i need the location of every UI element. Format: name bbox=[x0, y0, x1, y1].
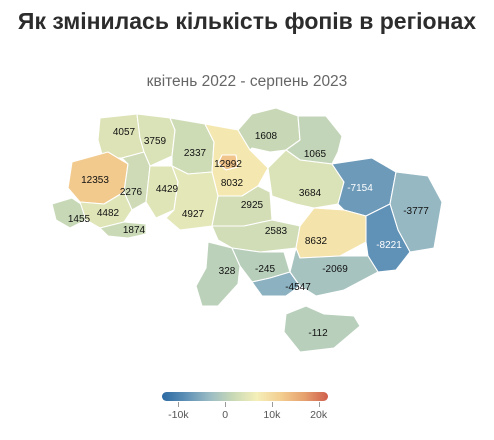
map-title: Як змінилась кількість фопів в регіонах bbox=[17, 8, 477, 34]
legend-tick-label: 10k bbox=[263, 409, 281, 421]
region-18-value-label: 1874 bbox=[123, 225, 146, 236]
region-22-value-label: 328 bbox=[219, 266, 236, 277]
region-14-value-label: -7154 bbox=[347, 183, 373, 194]
region-20[interactable] bbox=[295, 207, 367, 259]
region-21[interactable] bbox=[365, 203, 411, 273]
region-16-value-label: 1455 bbox=[68, 214, 91, 225]
region-11-value-label: 4927 bbox=[182, 209, 205, 220]
legend-tick bbox=[225, 402, 227, 407]
region-11[interactable] bbox=[165, 165, 219, 231]
legend-color-scale bbox=[162, 392, 328, 401]
region-1-value-label: 4057 bbox=[113, 127, 136, 138]
region-10-value-label: 4429 bbox=[156, 184, 179, 195]
region-21-value-label: -8221 bbox=[376, 240, 402, 251]
region-4-value-label: 12992 bbox=[214, 159, 242, 170]
region-8-value-label: 12353 bbox=[81, 175, 109, 186]
region-20-value-label: 8632 bbox=[305, 236, 328, 247]
region-6[interactable] bbox=[237, 107, 301, 153]
region-25-value-label: -2069 bbox=[322, 264, 348, 275]
region-12-value-label: 2925 bbox=[241, 200, 264, 211]
region-25[interactable] bbox=[289, 247, 379, 297]
region-15-value-label: -3777 bbox=[403, 206, 429, 217]
regions-layer bbox=[51, 107, 443, 353]
region-17-value-label: 4482 bbox=[97, 208, 120, 219]
region-3-value-label: 2337 bbox=[184, 148, 207, 159]
legend-tick bbox=[271, 402, 273, 407]
region-5-value-label: 8032 bbox=[221, 178, 244, 189]
region-2-value-label: 3759 bbox=[144, 136, 167, 147]
legend-tick-label: 20k bbox=[310, 409, 328, 421]
region-7-value-label: 1065 bbox=[304, 149, 327, 160]
legend-tick-label: -10k bbox=[168, 409, 189, 421]
region-17[interactable] bbox=[79, 191, 133, 229]
legend-tick bbox=[318, 402, 320, 407]
region-26[interactable] bbox=[283, 305, 361, 353]
region-6-value-label: 1608 bbox=[255, 131, 278, 142]
region-26-value-label: -112 bbox=[308, 328, 328, 339]
legend-tick bbox=[178, 402, 180, 407]
region-24-value-label: -4547 bbox=[285, 282, 311, 293]
region-9[interactable] bbox=[121, 151, 151, 211]
region-19-value-label: 2583 bbox=[265, 226, 288, 237]
map-subtitle: квітень 2022 - серпень 2023 bbox=[146, 73, 348, 90]
region-9-value-label: 2276 bbox=[120, 187, 143, 198]
color-legend: -10k 0 10k 20k bbox=[162, 392, 328, 432]
legend-tick-label: 0 bbox=[222, 409, 229, 421]
region-18[interactable] bbox=[99, 221, 147, 239]
region-23-value-label: -245 bbox=[255, 264, 275, 275]
region-13-value-label: 3684 bbox=[299, 188, 322, 199]
